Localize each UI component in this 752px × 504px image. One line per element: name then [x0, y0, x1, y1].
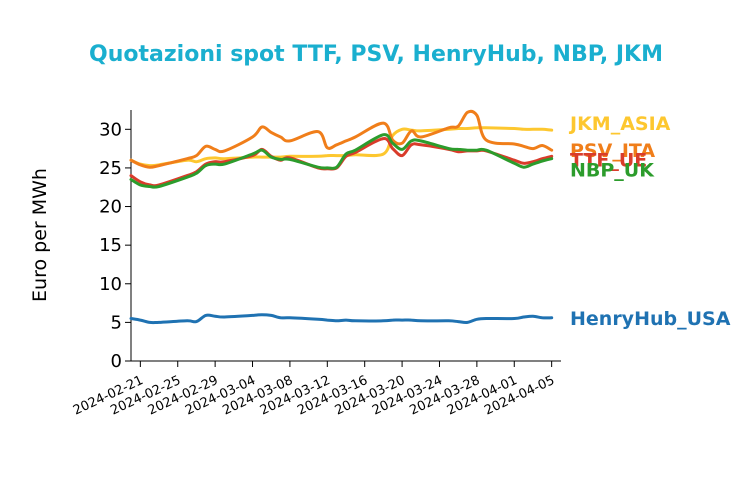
- series-label-jkm-asia: JKM_ASIA: [568, 113, 671, 135]
- series-label-ttf-ue: TTF_UE: [570, 149, 647, 171]
- y-axis-label: Euro per MWh: [29, 168, 51, 302]
- y-tick-label: 15: [99, 235, 122, 256]
- series-lines: [129, 109, 554, 325]
- series-line-psv-ita: [129, 109, 554, 169]
- axes: [130, 110, 561, 362]
- series-label-henryhub-usa: HenryHub_USA: [570, 308, 731, 330]
- y-tick-label: 20: [99, 197, 122, 218]
- series-label-nbp-uk: NBP_UK: [570, 160, 655, 182]
- y-tick-label: 0: [111, 351, 122, 372]
- y-tick-label: 25: [99, 158, 122, 179]
- x-ticks: 2024-02-212024-02-252024-02-292024-03-04…: [71, 361, 557, 419]
- series-line-henryhub-usa: [129, 313, 554, 325]
- y-tick-label: 30: [99, 119, 122, 140]
- y-tick-label: 5: [111, 312, 122, 333]
- y-ticks: 0 5 10 15 20 25 30: [99, 119, 131, 372]
- y-tick-label: 10: [99, 274, 122, 295]
- chart-title: Quotazioni spot TTF, PSV, HenryHub, NBP,…: [89, 42, 663, 67]
- series-line-nbp-uk: [129, 133, 554, 189]
- series-label-psv-ita: PSV_ITA: [570, 140, 655, 162]
